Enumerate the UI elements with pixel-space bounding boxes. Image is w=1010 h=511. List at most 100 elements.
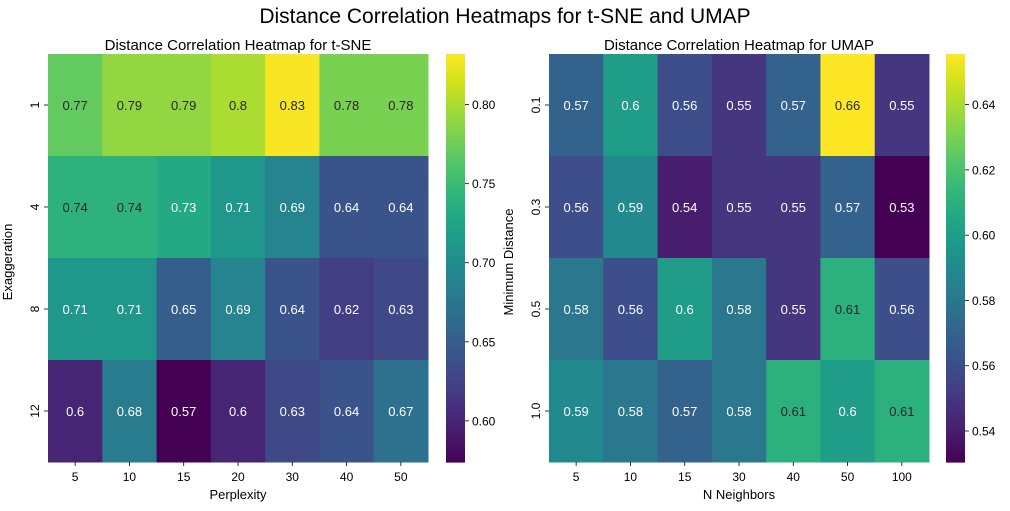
colorbar-segment — [446, 149, 465, 154]
cell-value-label: 0.58 — [726, 404, 751, 419]
heatmap-cell — [102, 258, 158, 361]
tsne-heatmap-panel: Distance Correlation Heatmap for t-SNE 0.… — [0, 37, 496, 502]
cell-value-label: 0.55 — [889, 98, 914, 113]
colorbar-segment — [946, 400, 965, 405]
colorbar-segment — [446, 356, 465, 361]
colorbar-segment — [446, 88, 465, 92]
colorbar-segment — [946, 186, 965, 191]
colorbar-segment — [446, 190, 465, 194]
colorbar-segment — [446, 339, 465, 344]
colorbar-segment — [446, 203, 465, 208]
colorbar-segment — [946, 411, 965, 415]
y-tick-label: 8 — [28, 305, 42, 312]
cell-value-label: 0.69 — [225, 302, 250, 317]
colorbar-segment — [446, 71, 465, 75]
colorbar-segment — [446, 230, 465, 235]
colorbar-segment — [946, 105, 965, 109]
x-tick-label: 50 — [394, 470, 408, 484]
colorbar-segment — [946, 169, 965, 174]
colorbar-segment — [946, 193, 965, 198]
colorbar-segment — [446, 241, 465, 245]
x-tick-label: 5 — [72, 470, 79, 484]
colorbar-segment — [946, 224, 965, 228]
colorbar-segment — [446, 179, 465, 184]
colorbar-segment — [946, 397, 965, 402]
cell-value-label: 0.53 — [889, 200, 914, 215]
heatmap-cell — [874, 54, 930, 157]
cell-value-label: 0.68 — [117, 404, 142, 419]
colorbar-segment — [446, 373, 465, 378]
colorbar-segment — [946, 125, 965, 130]
colorbar-segment — [946, 173, 965, 177]
heatmap-cell — [48, 360, 103, 463]
umap-x-axis-label: N Neighbors — [703, 487, 776, 502]
cell-value-label: 0.61 — [781, 404, 806, 419]
colorbar-segment — [946, 213, 965, 218]
colorbar-segment — [446, 247, 465, 252]
colorbar-segment — [446, 445, 465, 449]
colorbar-segment — [446, 288, 465, 293]
heatmap-cell — [549, 54, 604, 157]
cell-value-label: 0.61 — [835, 302, 860, 317]
colorbar-segment — [446, 139, 465, 143]
colorbar-segment — [446, 125, 465, 130]
cell-value-label: 0.64 — [334, 404, 359, 419]
colorbar-segment — [946, 244, 965, 249]
heatmap-cell — [657, 156, 713, 259]
heatmap-cell — [48, 54, 103, 157]
colorbar-segment — [946, 115, 965, 120]
colorbar-segment — [446, 411, 465, 415]
cell-value-label: 0.71 — [62, 302, 87, 317]
cell-value-label: 0.65 — [171, 302, 196, 317]
colorbar-segment — [446, 417, 465, 422]
colorbar-segment — [946, 220, 965, 225]
heatmap-cell — [319, 258, 375, 361]
colorbar-segment — [446, 145, 465, 150]
colorbar-segment — [446, 193, 465, 198]
colorbar-segment — [446, 118, 465, 123]
colorbar-segment — [946, 407, 965, 412]
colorbar-segment — [446, 322, 465, 327]
heatmap-cell — [549, 258, 604, 361]
colorbar-segment — [946, 64, 965, 69]
heatmap-cell — [766, 54, 821, 157]
x-tick-label: 50 — [841, 470, 855, 484]
colorbar-tick-label: 0.60 — [972, 229, 996, 243]
heatmap-cell — [48, 156, 103, 259]
cell-value-label: 0.79 — [117, 98, 142, 113]
heatmap-cell — [603, 360, 659, 463]
heatmap-cell — [102, 156, 158, 259]
colorbar-segment — [946, 336, 965, 341]
colorbar-segment — [446, 227, 465, 232]
x-tick-label: 15 — [177, 470, 191, 484]
colorbar-segment — [446, 349, 465, 354]
colorbar-segment — [946, 71, 965, 75]
colorbar-segment — [946, 349, 965, 354]
colorbar-segment — [446, 67, 465, 72]
colorbar-segment — [446, 207, 465, 211]
heatmap-cell — [210, 156, 266, 259]
colorbar-segment — [446, 224, 465, 228]
colorbar-segment — [446, 278, 465, 283]
heatmap-cell — [156, 156, 212, 259]
heatmap-cell — [603, 54, 659, 157]
heatmap-cell — [210, 360, 266, 463]
colorbar-segment — [946, 67, 965, 72]
colorbar-segment — [446, 64, 465, 69]
heatmap-cell — [766, 156, 821, 259]
colorbar-segment — [446, 234, 465, 239]
colorbar-segment — [946, 200, 965, 205]
colorbar-segment — [446, 312, 465, 317]
colorbar-segment — [446, 438, 465, 443]
colorbar-segment — [946, 258, 965, 262]
colorbar-tick-label: 0.54 — [972, 424, 996, 438]
x-tick-label: 20 — [231, 470, 245, 484]
colorbar-segment — [446, 414, 465, 419]
colorbar-segment — [946, 111, 965, 116]
heatmap-cell — [210, 54, 266, 157]
y-tick-label: 0.5 — [529, 300, 543, 317]
colorbar-segment — [446, 173, 465, 177]
colorbar-segment — [946, 98, 965, 103]
heatmap-cell — [766, 258, 821, 361]
heatmap-cell — [373, 360, 429, 463]
